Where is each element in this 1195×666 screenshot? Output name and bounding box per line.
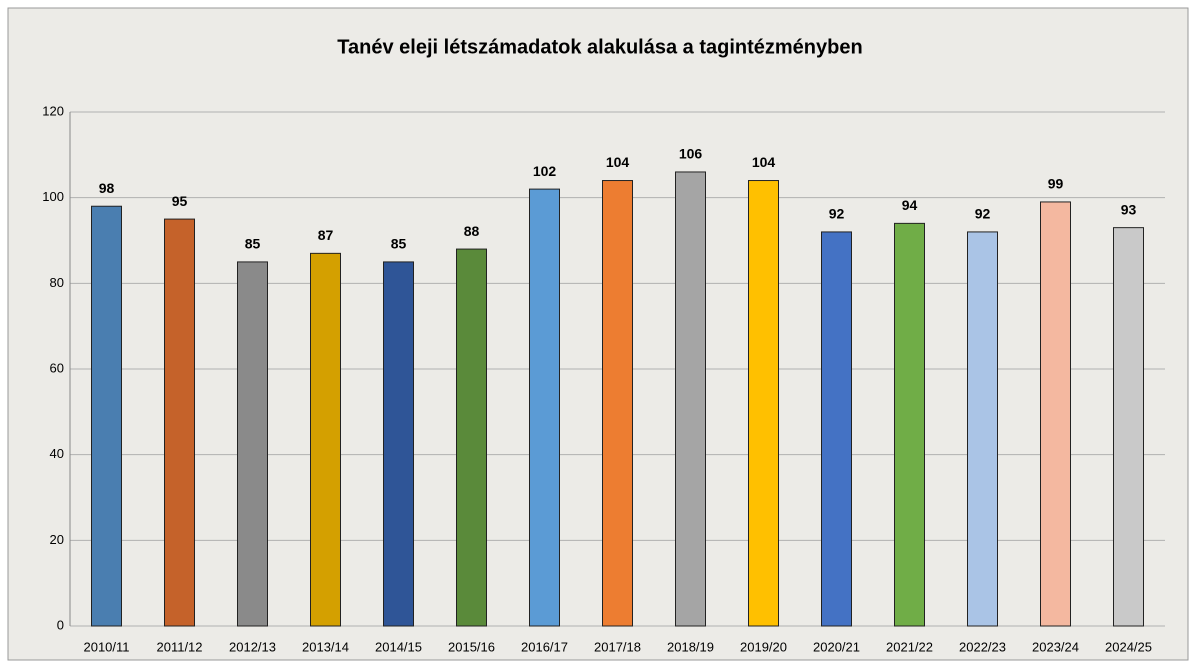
value-label: 87 bbox=[318, 227, 334, 243]
y-tick-label: 120 bbox=[42, 103, 64, 118]
x-tick-label: 2021/22 bbox=[886, 639, 933, 654]
x-tick-label: 2020/21 bbox=[813, 639, 860, 654]
bar bbox=[1040, 201, 1071, 627]
x-tick-label: 2010/11 bbox=[83, 639, 129, 654]
value-label: 93 bbox=[1121, 201, 1137, 217]
bar bbox=[748, 180, 779, 627]
x-tick-label: 2012/13 bbox=[229, 639, 276, 654]
y-tick-label: 20 bbox=[50, 532, 64, 547]
bar bbox=[529, 188, 560, 627]
x-tick-label: 2011/12 bbox=[156, 639, 202, 654]
y-tick-label: 40 bbox=[50, 446, 64, 461]
bar bbox=[164, 218, 195, 627]
x-tick-label: 2022/23 bbox=[959, 639, 1006, 654]
value-label: 98 bbox=[99, 180, 115, 196]
value-label: 88 bbox=[464, 223, 480, 239]
x-tick-label: 2017/18 bbox=[594, 639, 641, 654]
bar bbox=[967, 231, 998, 627]
value-label: 92 bbox=[975, 206, 991, 222]
bar bbox=[383, 261, 414, 627]
x-tick-label: 2024/25 bbox=[1105, 639, 1152, 654]
bar bbox=[1113, 227, 1144, 627]
value-label: 99 bbox=[1048, 176, 1064, 192]
y-tick-label: 100 bbox=[42, 189, 64, 204]
bar bbox=[456, 248, 487, 627]
value-label: 104 bbox=[752, 154, 776, 170]
value-label: 95 bbox=[172, 193, 188, 209]
value-label: 94 bbox=[902, 197, 918, 213]
bar bbox=[894, 222, 925, 627]
bar bbox=[602, 180, 633, 627]
bar bbox=[675, 171, 706, 627]
value-label: 92 bbox=[829, 206, 845, 222]
x-tick-label: 2015/16 bbox=[448, 639, 495, 654]
bar bbox=[310, 252, 341, 627]
value-label: 85 bbox=[391, 236, 407, 252]
bar bbox=[91, 205, 122, 627]
value-label: 106 bbox=[679, 146, 703, 162]
x-tick-label: 2019/20 bbox=[740, 639, 787, 654]
chart-title: Tanév eleji létszámadatok alakulása a ta… bbox=[337, 36, 862, 58]
y-tick-label: 0 bbox=[57, 617, 64, 632]
x-tick-label: 2013/14 bbox=[302, 639, 349, 654]
y-tick-label: 60 bbox=[50, 360, 64, 375]
value-label: 104 bbox=[606, 154, 630, 170]
y-tick-label: 80 bbox=[50, 275, 64, 290]
value-label: 102 bbox=[533, 163, 557, 179]
bar bbox=[821, 231, 852, 627]
x-tick-label: 2018/19 bbox=[667, 639, 714, 654]
value-label: 85 bbox=[245, 236, 261, 252]
x-tick-label: 2016/17 bbox=[521, 639, 568, 654]
bar bbox=[237, 261, 268, 627]
x-tick-label: 2023/24 bbox=[1032, 639, 1079, 654]
x-tick-label: 2014/15 bbox=[375, 639, 422, 654]
